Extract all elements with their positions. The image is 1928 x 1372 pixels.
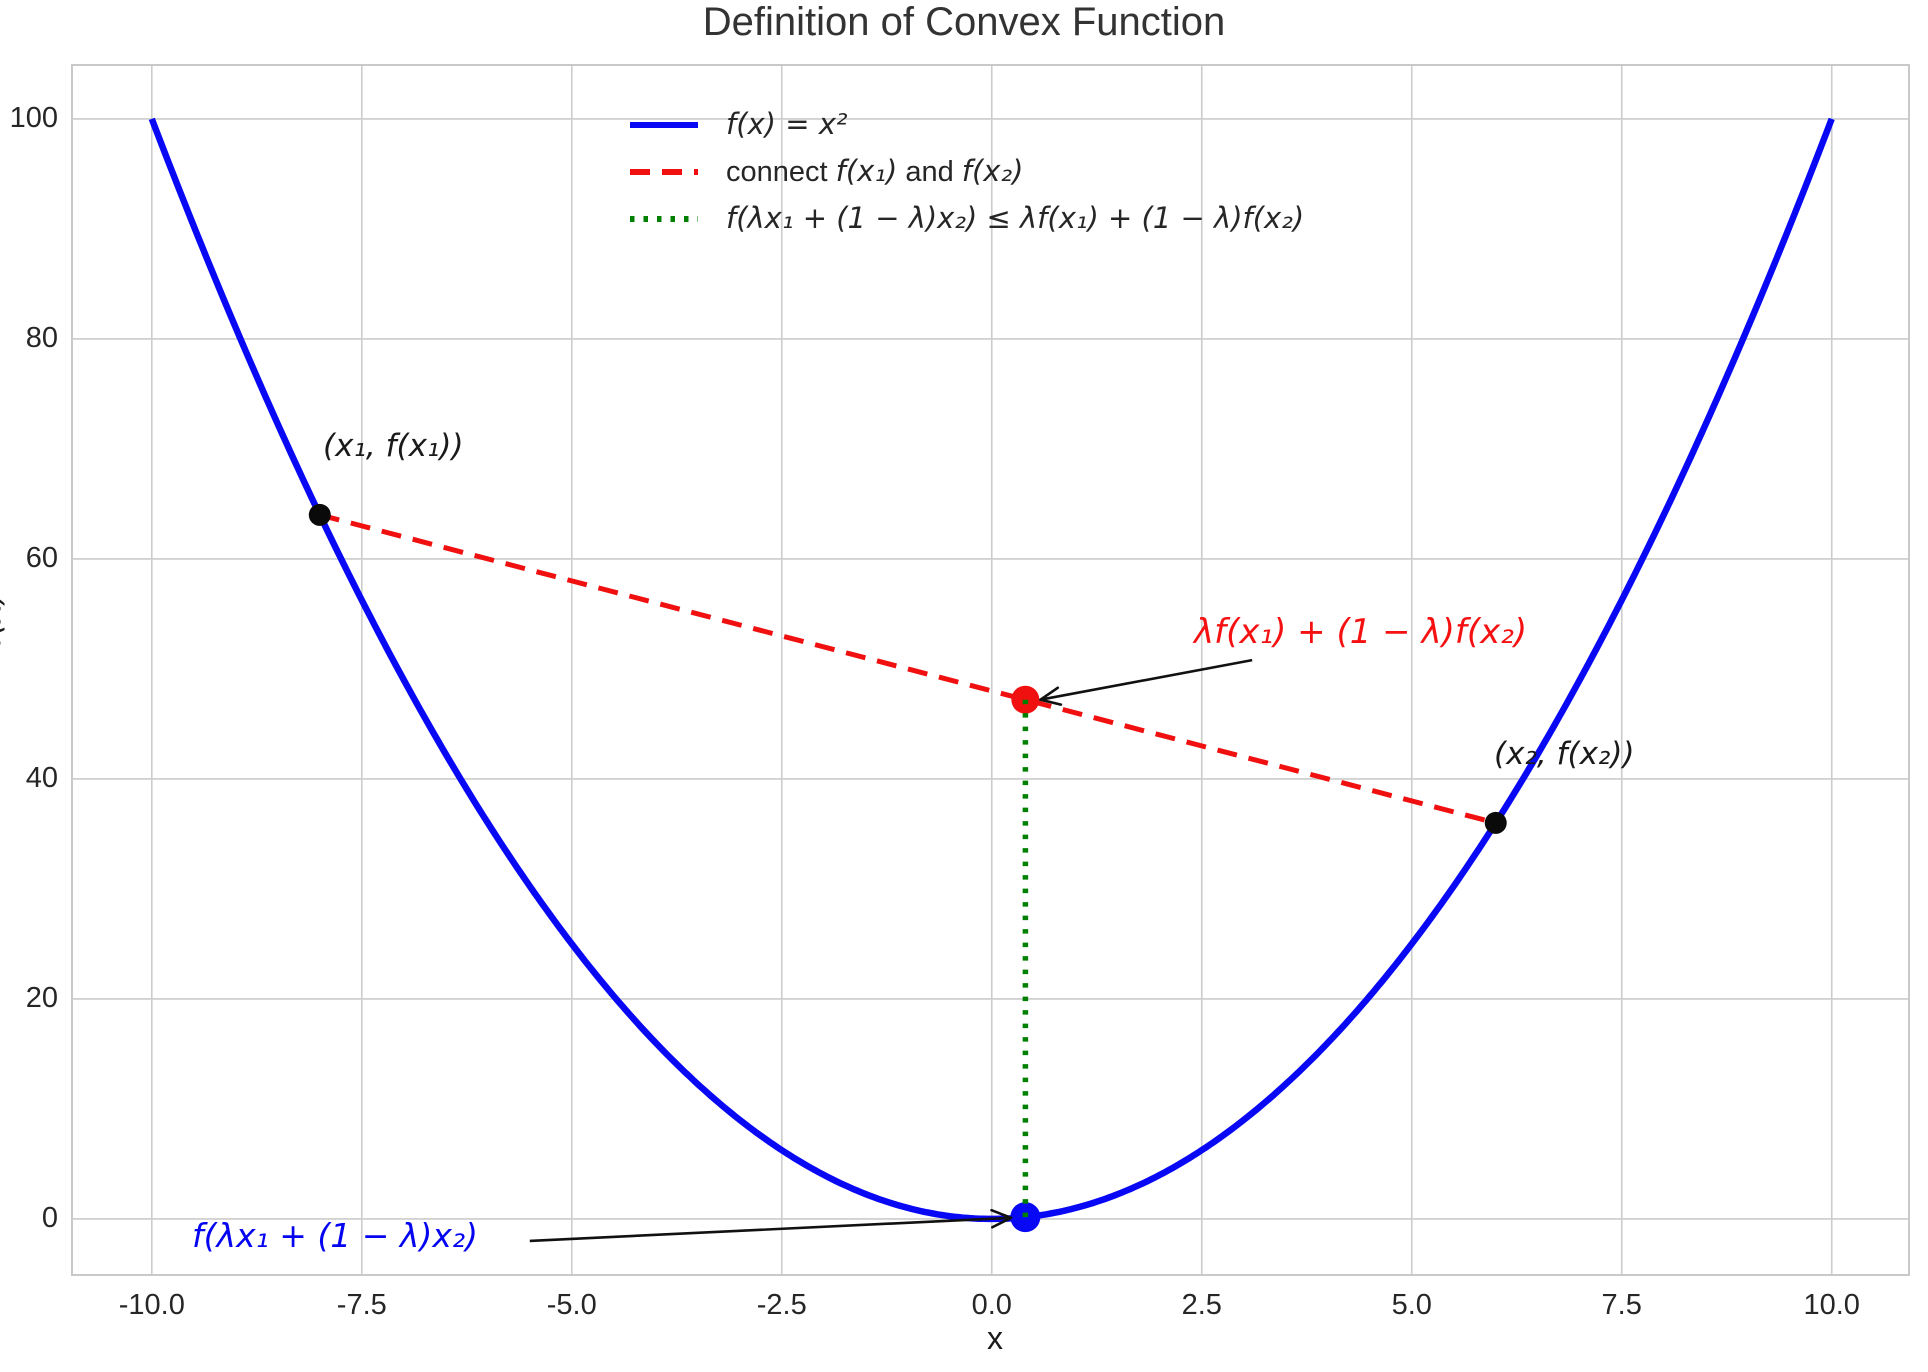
annotation-chord-value: λf(x₁) + (1 − λ)f(x₂) (1194, 612, 1528, 652)
x-tick-label: -7.5 (336, 1289, 387, 1321)
x-tick-label: 0.0 (971, 1289, 1012, 1321)
annotation-x2-point: (x₂, f(x₂)) (1494, 736, 1635, 772)
x-tick-label: -10.0 (118, 1289, 185, 1321)
point-x2 (1484, 811, 1507, 834)
legend-label-math: f(λx₁ + (1 − λ)x₂) ≤ λf(x₁) + (1 − λ)f(x… (726, 201, 1305, 235)
arrow-to-chord-point (1040, 658, 1253, 701)
legend-item-0: f(x) = x² (628, 101, 1304, 148)
x-tick-label: 2.5 (1181, 1289, 1222, 1321)
point-x1 (308, 503, 331, 526)
annotation-x1-point: (x₁, f(x₁)) (323, 428, 464, 464)
legend-label-text: and (897, 156, 962, 188)
legend-solid-line-swatch (630, 121, 698, 128)
arrow-to-curve-point-head (990, 1208, 1013, 1220)
x-axis-label: x (987, 1320, 1003, 1356)
arrow-to-chord-point-head (1039, 698, 1063, 706)
plot-frame (71, 64, 1910, 1276)
y-tick-label: 20 (25, 981, 58, 1014)
arrow-to-chord-point-head (1039, 686, 1060, 702)
legend-label-text: connect (726, 156, 836, 188)
y-tick-label: 40 (25, 761, 58, 794)
x-tick-label: -5.0 (546, 1289, 597, 1321)
x-tick-label: 5.0 (1391, 1289, 1432, 1321)
annotation-curve-value: f(λx₁ + (1 − λ)x₂) (192, 1216, 478, 1255)
legend-label-math: f(x) = x² (726, 107, 848, 141)
arrow-to-curve-point-head (991, 1216, 1013, 1229)
legend-label: connect f(x₁) and f(x₂) (726, 154, 1023, 189)
point-function-combo (1010, 1202, 1041, 1233)
legend-dotted-line-swatch (630, 215, 698, 222)
y-tick-label: 80 (25, 321, 58, 354)
y-axis-label: f(x) (0, 591, 9, 647)
legend-label-math: f(x₁) (835, 154, 898, 188)
chart-title: Definition of Convex Function (702, 0, 1226, 44)
chord-line (319, 512, 1497, 826)
x-tick-label: 10.0 (1803, 1289, 1860, 1321)
legend: f(x) = x² connect f(x₁) and f(x₂) f(λx₁ + … (628, 101, 1304, 242)
x-tick-label: 7.5 (1601, 1289, 1642, 1321)
x-tick-label: -2.5 (756, 1289, 807, 1321)
legend-label: f(x) = x² (726, 107, 848, 142)
arrow-to-curve-point (529, 1216, 1012, 1243)
legend-label: f(λx₁ + (1 − λ)x₂) ≤ λf(x₁) + (1 − λ)f(x… (726, 201, 1304, 236)
legend-dashed-line-swatch (630, 168, 698, 175)
y-tick-label: 0 (41, 1201, 58, 1234)
legend-label-math: f(x₂) (961, 154, 1024, 188)
legend-item-1: connect f(x₁) and f(x₂) (628, 148, 1304, 195)
legend-item-2: f(λx₁ + (1 − λ)x₂) ≤ λf(x₁) + (1 − λ)f(x… (628, 195, 1304, 242)
y-tick-label: 100 (9, 101, 58, 134)
y-tick-label: 60 (25, 541, 58, 574)
